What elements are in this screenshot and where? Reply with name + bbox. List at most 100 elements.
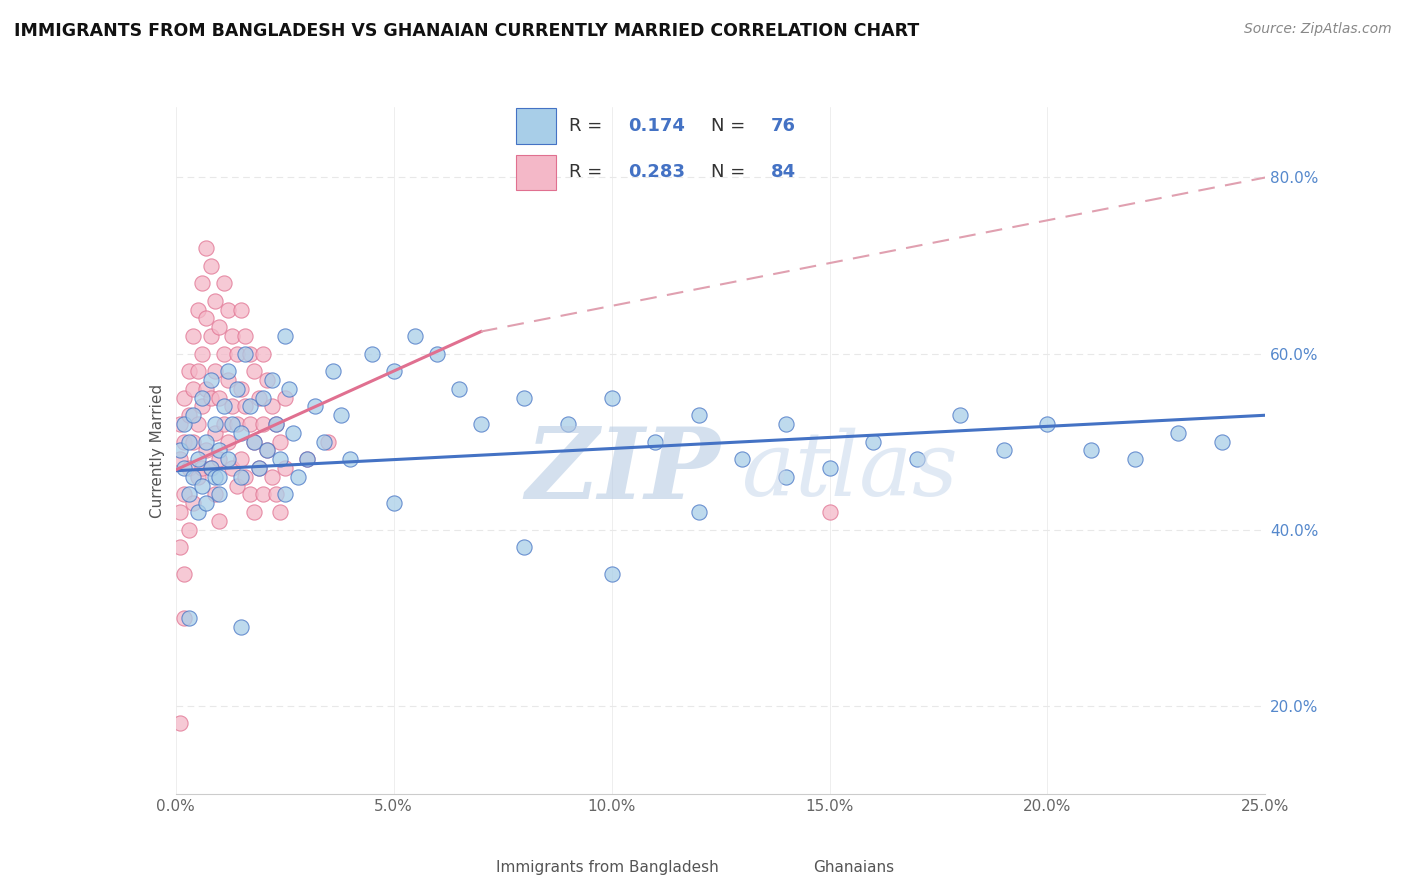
Point — [312, 434, 335, 449]
Point — [269, 434, 291, 449]
Point — [260, 400, 283, 414]
Point — [191, 391, 214, 405]
Point — [200, 461, 222, 475]
Point — [269, 505, 291, 519]
Point — [177, 364, 200, 378]
Point — [426, 346, 449, 360]
Point — [221, 329, 243, 343]
Point — [177, 409, 200, 423]
Point — [204, 417, 226, 431]
Text: R =: R = — [569, 117, 607, 135]
Point — [204, 293, 226, 308]
Point — [191, 276, 214, 290]
Point — [181, 470, 204, 484]
Point — [235, 470, 257, 484]
Point — [252, 391, 274, 405]
Text: Source: ZipAtlas.com: Source: ZipAtlas.com — [1244, 22, 1392, 37]
Point — [252, 487, 274, 501]
Point — [252, 417, 274, 431]
Point — [264, 417, 287, 431]
Point — [195, 434, 218, 449]
Point — [173, 611, 195, 625]
Point — [235, 329, 257, 343]
Point — [186, 364, 209, 378]
Point — [221, 461, 243, 475]
Point — [600, 391, 623, 405]
Point — [688, 409, 710, 423]
Point — [274, 329, 297, 343]
Point — [204, 487, 226, 501]
Point — [247, 391, 270, 405]
Point — [212, 346, 235, 360]
Point — [217, 452, 239, 467]
Point — [382, 364, 405, 378]
Point — [278, 382, 301, 396]
Point — [177, 487, 200, 501]
Point — [231, 470, 253, 484]
Point — [264, 417, 287, 431]
Point — [217, 364, 239, 378]
Point — [231, 452, 253, 467]
Point — [221, 417, 243, 431]
Point — [200, 391, 222, 405]
Point — [191, 346, 214, 360]
Point — [186, 417, 209, 431]
Text: ZIP: ZIP — [526, 423, 721, 519]
Point — [239, 346, 262, 360]
Point — [905, 452, 928, 467]
Point — [173, 566, 195, 581]
Point — [225, 478, 247, 492]
Point — [195, 443, 218, 458]
Point — [264, 487, 287, 501]
Point — [688, 505, 710, 519]
Point — [204, 470, 226, 484]
Point — [318, 434, 340, 449]
Point — [217, 373, 239, 387]
Point — [731, 452, 754, 467]
Point — [239, 487, 262, 501]
Point — [274, 461, 297, 475]
Point — [225, 346, 247, 360]
Text: Ghanaians: Ghanaians — [813, 860, 894, 874]
Point — [1080, 443, 1102, 458]
Point — [200, 461, 222, 475]
Point — [304, 400, 326, 414]
Point — [339, 452, 361, 467]
Text: N =: N = — [711, 117, 751, 135]
Point — [231, 382, 253, 396]
Point — [295, 452, 318, 467]
FancyBboxPatch shape — [516, 109, 555, 145]
Point — [1167, 425, 1189, 440]
Point — [181, 329, 204, 343]
Point — [295, 452, 318, 467]
Point — [169, 452, 191, 467]
Point — [775, 470, 797, 484]
Point — [208, 391, 231, 405]
Point — [212, 417, 235, 431]
Point — [191, 478, 214, 492]
Point — [818, 461, 841, 475]
Point — [212, 400, 235, 414]
Point — [173, 434, 195, 449]
Point — [177, 523, 200, 537]
Point — [173, 391, 195, 405]
Point — [1211, 434, 1233, 449]
Text: IMMIGRANTS FROM BANGLADESH VS GHANAIAN CURRENTLY MARRIED CORRELATION CHART: IMMIGRANTS FROM BANGLADESH VS GHANAIAN C… — [14, 22, 920, 40]
Point — [243, 434, 266, 449]
Point — [405, 329, 427, 343]
Text: 0.283: 0.283 — [628, 163, 685, 181]
Point — [200, 373, 222, 387]
Point — [274, 391, 297, 405]
Point — [173, 487, 195, 501]
Point — [269, 452, 291, 467]
Point — [243, 505, 266, 519]
Y-axis label: Currently Married: Currently Married — [149, 384, 165, 517]
Point — [256, 373, 278, 387]
Point — [818, 505, 841, 519]
Point — [600, 566, 623, 581]
Point — [208, 487, 231, 501]
Point — [360, 346, 382, 360]
Point — [283, 425, 305, 440]
Point — [225, 382, 247, 396]
Point — [513, 541, 536, 555]
